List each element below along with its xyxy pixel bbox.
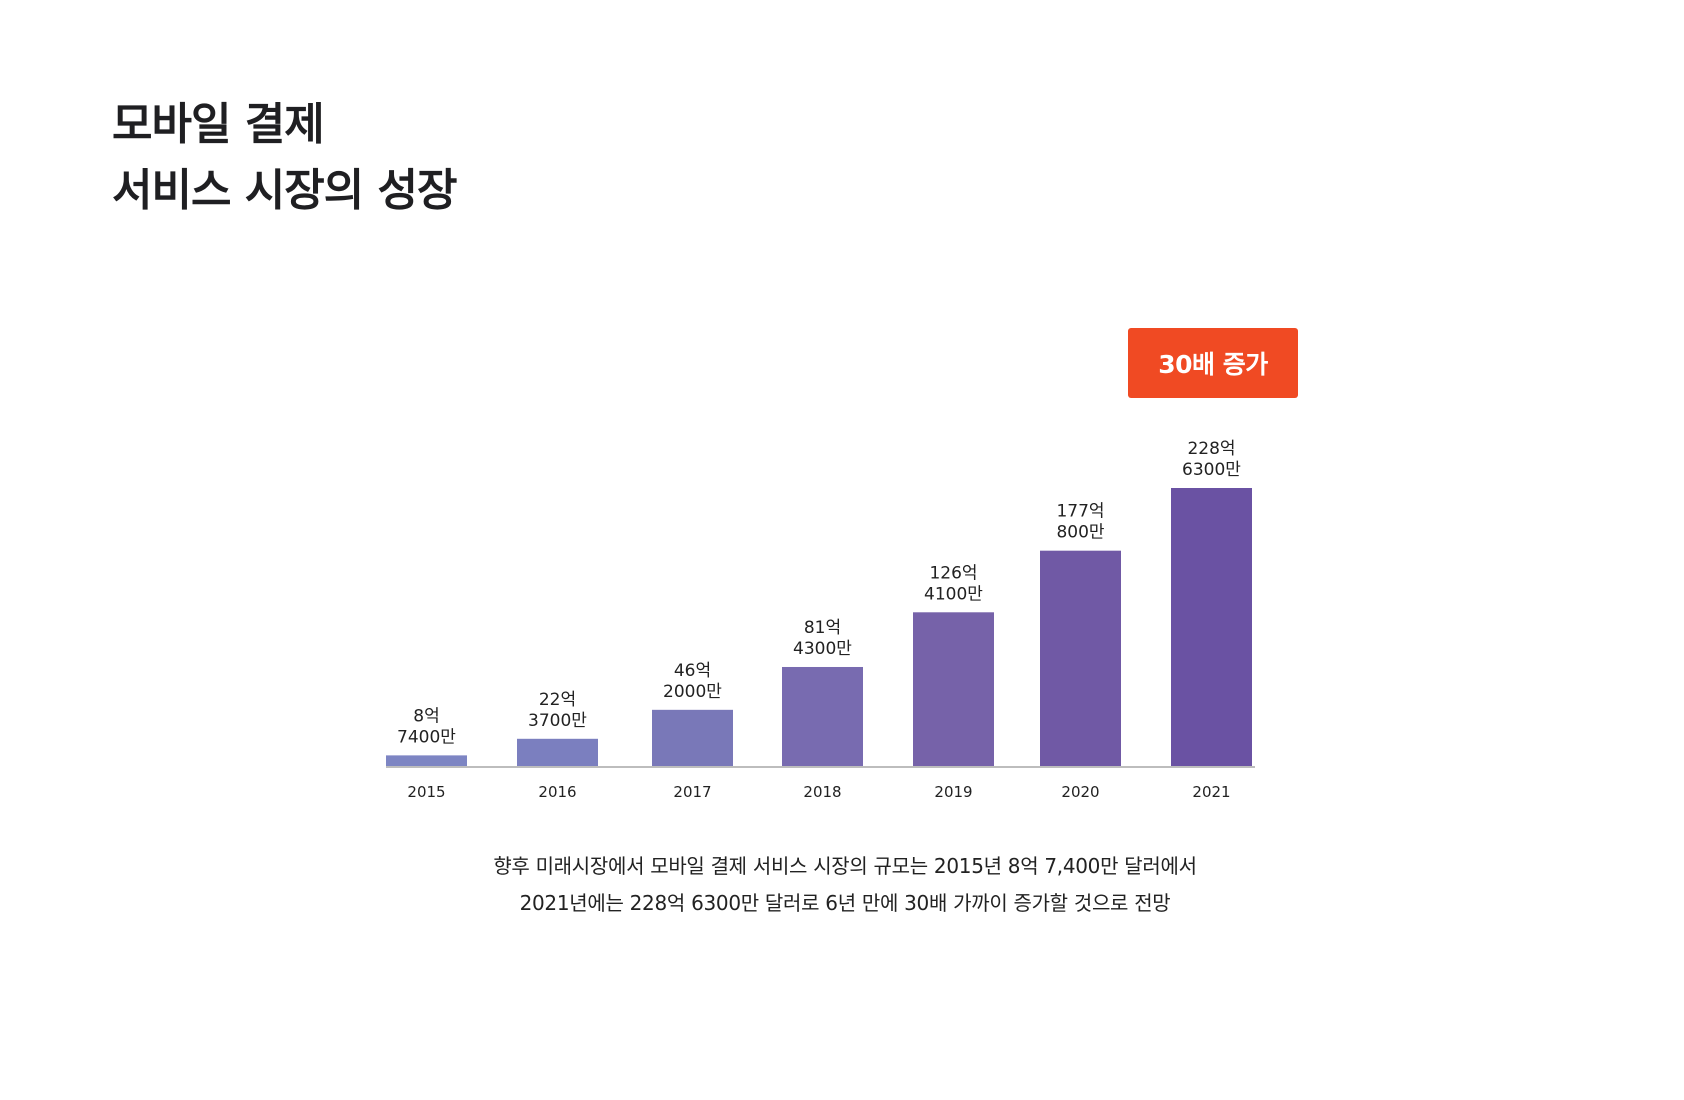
bar-2017 <box>652 709 733 766</box>
page-title: 모바일 결제 서비스 시장의 성장 <box>112 92 457 224</box>
data-label-2020-line-2: 800만 <box>1056 523 1104 543</box>
data-label-2019-line-2: 4100만 <box>924 584 983 604</box>
title-line-1: 모바일 결제 <box>112 99 325 150</box>
bar-2018 <box>782 666 863 766</box>
bar-2019 <box>913 612 994 766</box>
data-label-2021-line-1: 228억 <box>1187 439 1235 459</box>
data-label-2021-line-2: 6300만 <box>1182 460 1241 480</box>
caption-line-2: 2021년에는 228억 6300만 달러로 6년 만에 30배 가까이 증가할… <box>519 891 1171 915</box>
data-label-2015-line-2: 7400만 <box>397 727 456 747</box>
data-label-2018-line-2: 4300만 <box>793 639 852 659</box>
caption-line-1: 향후 미래시장에서 모바일 결제 서비스 시장의 규모는 2015년 8억 7,… <box>493 854 1197 878</box>
x-tick-label-2020: 2020 <box>1061 783 1099 801</box>
data-label-2017-line-1: 46억 <box>674 661 711 681</box>
bar-2020 <box>1040 550 1121 766</box>
data-label-2020-line-1: 177억 <box>1056 502 1104 522</box>
bar-2015 <box>386 755 467 766</box>
x-tick-label-2018: 2018 <box>803 783 841 801</box>
data-label-2018-line-1: 81억 <box>804 618 841 638</box>
data-label-2016-line-2: 3700만 <box>528 711 587 731</box>
x-tick-label-2019: 2019 <box>934 783 972 801</box>
growth-badge: 30배 증가 <box>1128 328 1298 398</box>
chart-caption: 향후 미래시장에서 모바일 결제 서비스 시장의 규모는 2015년 8억 7,… <box>0 848 1684 922</box>
x-tick-label-2015: 2015 <box>407 783 445 801</box>
x-tick-label-2021: 2021 <box>1192 783 1230 801</box>
data-label-2019-line-1: 126억 <box>929 563 977 583</box>
data-label-2017-line-2: 2000만 <box>663 682 722 702</box>
data-label-2015-line-1: 8억 <box>413 706 439 726</box>
bar-2016 <box>517 738 598 766</box>
bar-2021 <box>1171 488 1252 766</box>
x-tick-label-2017: 2017 <box>673 783 711 801</box>
data-label-2016-line-1: 22억 <box>539 690 576 710</box>
title-line-2: 서비스 시장의 성장 <box>112 165 457 216</box>
x-tick-label-2016: 2016 <box>538 783 576 801</box>
